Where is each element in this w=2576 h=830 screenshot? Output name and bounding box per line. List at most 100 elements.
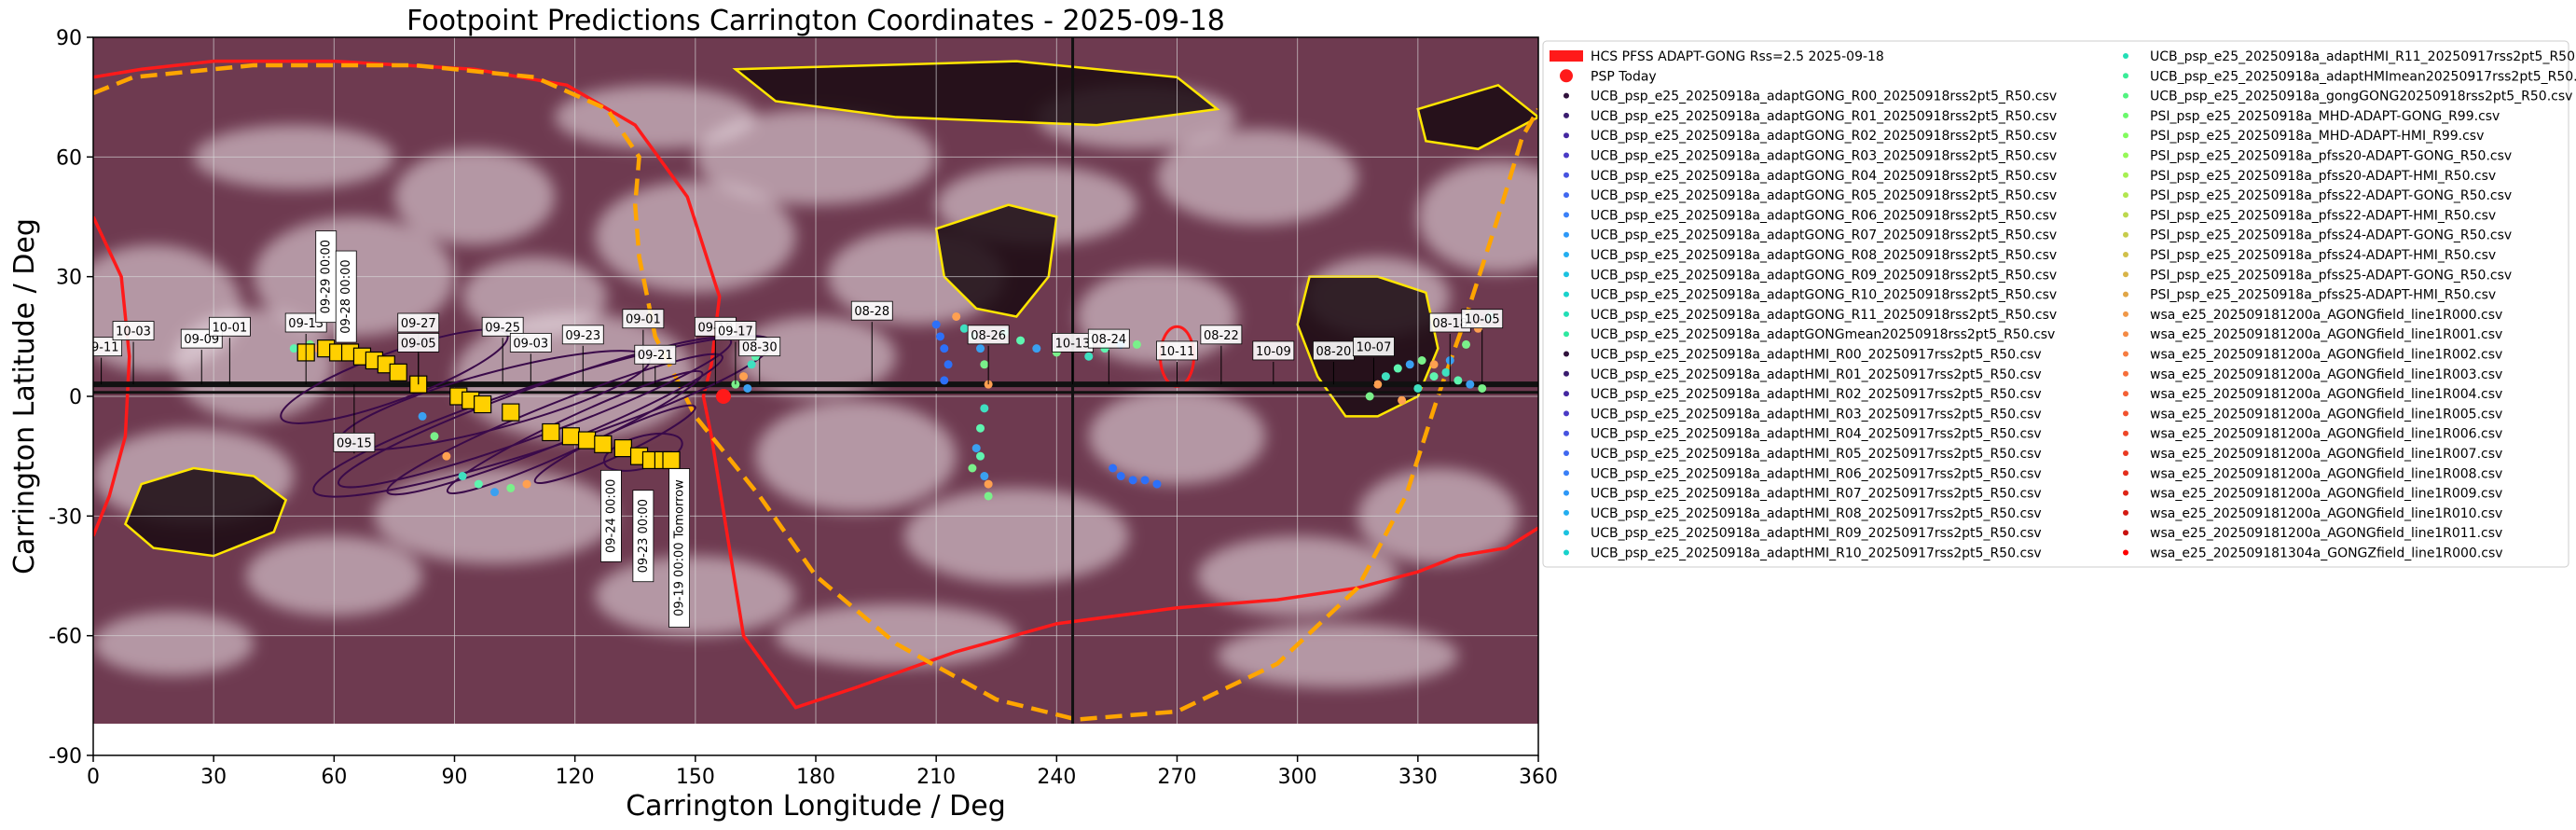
legend-label: UCB_psp_e25_20250918a_adaptHMI_R09_20250… bbox=[1591, 526, 2042, 541]
footpoint-dot bbox=[952, 311, 961, 321]
date-label-box bbox=[397, 312, 440, 333]
date-label-box bbox=[850, 300, 893, 321]
legend-label: wsa_e25_202509181304a_GONGZfield_line1R0… bbox=[2150, 546, 2503, 561]
footpoint-dot bbox=[289, 344, 298, 353]
footpoint-dot bbox=[1398, 395, 1407, 405]
legend-label: wsa_e25_202509181200a_AGONGfield_line1R0… bbox=[2150, 447, 2502, 462]
footpoint-square bbox=[474, 394, 492, 414]
date-label: 08-28 bbox=[854, 305, 889, 319]
bottom-mask bbox=[93, 724, 1538, 755]
legend-swatch-dot bbox=[2123, 410, 2128, 417]
legend-label: UCB_psp_e25_20250918a_adaptGONG_R02_2025… bbox=[1591, 129, 2057, 144]
footpoint-dot bbox=[971, 444, 981, 453]
legend-label: PSI_psp_e25_20250918a_pfss24-ADAPT-HMI_R… bbox=[2150, 248, 2496, 263]
legend-swatch-dot bbox=[2123, 132, 2128, 139]
date-label: 09-01 bbox=[626, 313, 661, 327]
legend-label: UCB_psp_e25_20250918a_adaptGONG_R07_2025… bbox=[1591, 228, 2057, 243]
time-label-box bbox=[632, 490, 654, 583]
date-label: 09-21 bbox=[638, 349, 673, 363]
legend-swatch-dot bbox=[1564, 152, 1569, 159]
date-label: 10-01 bbox=[212, 321, 247, 335]
date-label-box bbox=[481, 316, 524, 337]
footpoint-dot bbox=[1405, 360, 1414, 369]
legend-swatch-dot bbox=[1564, 351, 1569, 357]
legend-label: UCB_psp_e25_20250918a_adaptHMI_R05_20250… bbox=[1591, 447, 2042, 462]
legend-label: PSI_psp_e25_20250918a_pfss20-ADAPT-HMI_R… bbox=[2150, 169, 2496, 184]
legend-swatch-dot bbox=[1564, 391, 1569, 397]
legend-swatch-dot bbox=[1564, 252, 1569, 257]
date-label: 09-15 bbox=[337, 436, 372, 450]
time-label: 09-24 00:00 bbox=[604, 479, 618, 553]
legend-label: UCB_psp_e25_20250918a_adaptGONG_R03_2025… bbox=[1591, 149, 2057, 164]
date-label: 10-07 bbox=[1357, 341, 1392, 355]
date-label-box bbox=[1461, 309, 1504, 329]
footpoint-dot bbox=[931, 320, 941, 329]
legend-label: UCB_psp_e25_20250918a_adaptHMI_R02_20250… bbox=[1591, 387, 2042, 402]
x-axis: 0 30 60 90 120 150 180 210 240 270 300 330 360 bbox=[87, 755, 1558, 789]
legend-label: wsa_e25_202509181200a_AGONGfield_line1R0… bbox=[2150, 348, 2502, 363]
date-label: 09-03 bbox=[513, 337, 548, 351]
legend-label: UCB_psp_e25_20250918a_adaptHMI_R00_20250… bbox=[1591, 348, 2042, 363]
time-label: 09-28 00:00 bbox=[339, 259, 353, 333]
footpoint-dot bbox=[1109, 463, 1118, 473]
footpoint-dot bbox=[442, 451, 451, 461]
legend-swatch-dot bbox=[1564, 370, 1569, 377]
footpoint-square bbox=[662, 450, 681, 470]
date-label: 09-13 bbox=[288, 317, 324, 331]
legend-swatch-dot bbox=[1564, 132, 1569, 139]
date-label-box bbox=[561, 325, 604, 345]
legend-label: HCS PFSS ADAPT-GONG Rss=2.5 2025-09-18 bbox=[1591, 49, 1884, 64]
footpoint-dot bbox=[940, 376, 949, 385]
legend-swatch-dot bbox=[1564, 450, 1569, 456]
footpoint-dot bbox=[747, 360, 756, 369]
legend-label: UCB_psp_e25_20250918a_adaptHMI_R04_20250… bbox=[1591, 427, 2042, 442]
legend-swatch-dot bbox=[2123, 212, 2128, 218]
date-label: 10-13 bbox=[1055, 337, 1091, 351]
date-label-box bbox=[634, 344, 677, 365]
legend-label: PSP Today bbox=[1591, 69, 1657, 84]
legend-label: PSI_psp_e25_20250918a_pfss25-ADAPT-HMI_R… bbox=[2150, 288, 2496, 303]
legend-swatch-psp bbox=[1560, 69, 1573, 83]
footpoint-dot bbox=[944, 360, 953, 369]
map-bright-region bbox=[555, 85, 756, 149]
footpoint-dot bbox=[984, 491, 993, 501]
x-tick-label: 240 bbox=[1037, 766, 1076, 789]
legend-swatch-dot bbox=[2123, 92, 2128, 99]
x-axis-label: Carrington Longitude / Deg bbox=[626, 790, 1006, 823]
date-label: 09-27 bbox=[401, 317, 436, 331]
date-label-box bbox=[738, 337, 781, 357]
legend-swatch-dot bbox=[2123, 450, 2128, 456]
coronal-hole bbox=[936, 204, 1057, 317]
legend-swatch-dot bbox=[2123, 490, 2128, 496]
date-label: 09-11 bbox=[84, 341, 119, 355]
map-bright-region bbox=[1217, 623, 1458, 688]
footpoint-dot bbox=[418, 411, 427, 421]
x-tick-label: 30 bbox=[200, 766, 227, 789]
map-bright-region bbox=[903, 488, 1129, 585]
legend-swatch-dot bbox=[2123, 311, 2128, 317]
date-label: 08-26 bbox=[971, 329, 1006, 343]
legend-label: UCB_psp_e25_20250918a_adaptHMImean202509… bbox=[2150, 69, 2576, 84]
date-label-box bbox=[1087, 328, 1130, 349]
chart-title: Footpoint Predictions Carrington Coordin… bbox=[406, 5, 1225, 37]
y-axis-label: Carrington Latitude / Deg bbox=[8, 218, 41, 574]
date-label: 08-30 bbox=[742, 341, 778, 355]
psp-today-marker bbox=[715, 389, 731, 404]
x-tick-label: 300 bbox=[1278, 766, 1317, 789]
footpoint-dot bbox=[1441, 367, 1451, 377]
x-tick-label: 120 bbox=[556, 766, 595, 789]
x-tick-label: 270 bbox=[1158, 766, 1197, 789]
legend-swatch-dot bbox=[2123, 509, 2128, 516]
y-tick-label: -30 bbox=[48, 505, 82, 529]
y-tick-label: 60 bbox=[56, 146, 82, 170]
date-label-box bbox=[1200, 325, 1243, 345]
footpoint-dot bbox=[522, 479, 531, 489]
legend-label: UCB_psp_e25_20250918a_adaptGONG_R04_2025… bbox=[1591, 169, 2057, 184]
footpoint-dot bbox=[490, 488, 500, 497]
psp-today-point bbox=[715, 389, 731, 404]
map-bright-region bbox=[93, 612, 255, 676]
coronal-hole bbox=[125, 468, 286, 557]
footpoint-dot bbox=[976, 423, 985, 433]
legend-swatch-dot bbox=[2123, 430, 2128, 436]
date-label: 10-05 bbox=[1465, 313, 1500, 327]
